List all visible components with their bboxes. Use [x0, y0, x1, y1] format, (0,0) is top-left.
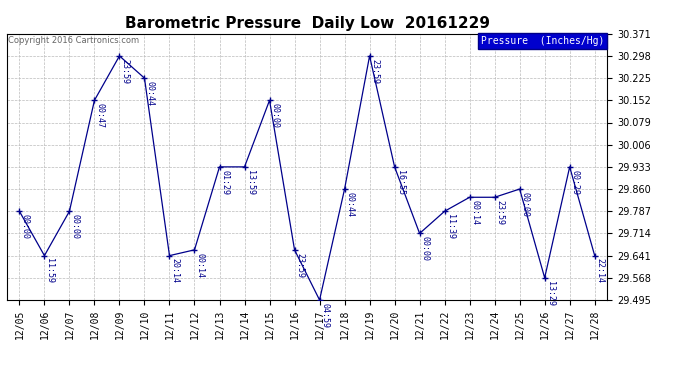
- Text: 00:29: 00:29: [571, 170, 580, 195]
- Text: 16:55: 16:55: [395, 170, 404, 195]
- Text: 00:14: 00:14: [471, 200, 480, 225]
- Text: 01:29: 01:29: [221, 170, 230, 195]
- Text: 00:00: 00:00: [421, 236, 430, 261]
- Title: Barometric Pressure  Daily Low  20161229: Barometric Pressure Daily Low 20161229: [125, 16, 489, 31]
- Text: 11:59: 11:59: [46, 258, 55, 284]
- Text: 23:59: 23:59: [495, 200, 504, 225]
- Text: 00:00: 00:00: [270, 103, 279, 128]
- Text: 23:59: 23:59: [295, 253, 304, 278]
- Text: 04:59: 04:59: [321, 303, 330, 328]
- Text: 00:44: 00:44: [146, 81, 155, 106]
- Text: Pressure  (Inches/Hg): Pressure (Inches/Hg): [481, 36, 604, 46]
- Text: 23:59: 23:59: [121, 59, 130, 84]
- Text: 00:00: 00:00: [521, 192, 530, 217]
- Text: 00:14: 00:14: [195, 253, 204, 278]
- Text: 13:59: 13:59: [246, 170, 255, 195]
- Text: 13:29: 13:29: [546, 280, 555, 306]
- Text: 23:59: 23:59: [371, 59, 380, 84]
- Text: 00:00: 00:00: [21, 214, 30, 239]
- Text: 22:14: 22:14: [595, 258, 604, 284]
- Text: Copyright 2016 Cartronics.com: Copyright 2016 Cartronics.com: [8, 36, 139, 45]
- Text: 00:44: 00:44: [346, 192, 355, 217]
- Text: 11:39: 11:39: [446, 214, 455, 239]
- Text: 00:47: 00:47: [95, 103, 104, 128]
- Text: 00:00: 00:00: [70, 214, 79, 239]
- Text: 20:14: 20:14: [170, 258, 179, 284]
